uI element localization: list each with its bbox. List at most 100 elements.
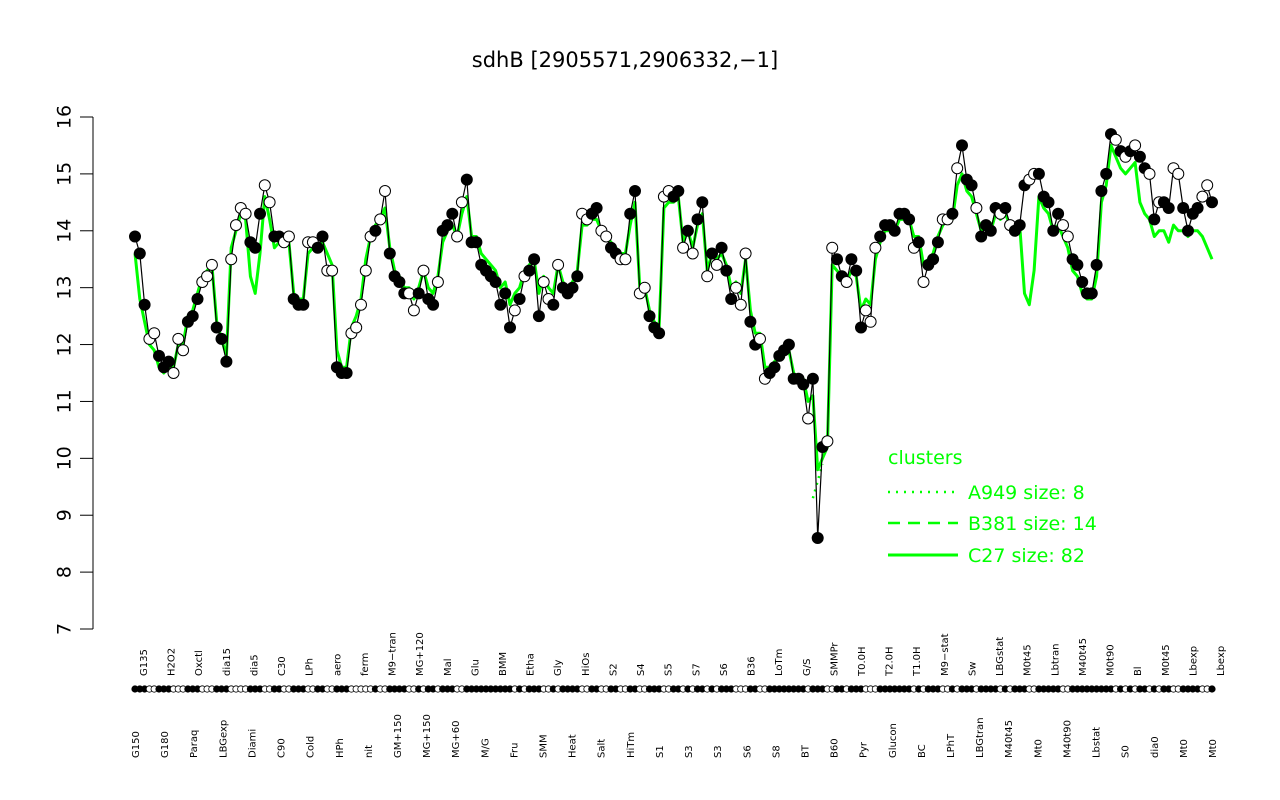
data-point	[845, 253, 858, 266]
data-point	[797, 378, 810, 391]
data-point	[754, 332, 766, 345]
x-tick-label: Salt	[597, 739, 608, 758]
x-tick-label: LPhT	[946, 733, 957, 758]
data-point	[177, 344, 190, 357]
x-tick-label: Glu	[470, 659, 481, 676]
data-point	[532, 310, 545, 323]
y-tick-label: 13	[54, 276, 76, 300]
data-point	[340, 367, 353, 379]
data-point	[831, 253, 843, 266]
y-tick-label: 10	[54, 446, 76, 470]
data-point	[1047, 224, 1060, 237]
data-point	[1109, 133, 1122, 146]
x-tick-label: dia15	[222, 648, 233, 676]
data-point	[393, 276, 406, 288]
data-point	[638, 281, 651, 294]
data-point	[201, 270, 214, 283]
data-point	[840, 276, 853, 288]
x-axis: G135 H2O2 Oxctl dia15 dia5 C30 LPh aero ferm M9−t…	[131, 632, 1227, 758]
data-point	[874, 230, 887, 243]
data-point	[427, 298, 440, 311]
x-tick-label: Heat	[568, 734, 579, 758]
x-tick-label: S8	[771, 745, 782, 758]
x-tick-label: S1	[655, 745, 666, 758]
x-tick-label: G150	[131, 731, 142, 758]
x-tick-label: S4	[636, 663, 647, 676]
x-tick-label: Oxctl	[194, 650, 205, 676]
data-point	[888, 224, 901, 237]
data-point	[1201, 179, 1214, 192]
x-tick-label: Bl	[1133, 666, 1144, 676]
data-point	[1095, 185, 1108, 197]
x-tick-label: MG+150	[422, 714, 433, 758]
data-point	[806, 372, 819, 385]
x-tick-label: Pyr	[859, 741, 870, 758]
x-tick-label: M0t45	[1023, 644, 1034, 676]
data-point	[720, 264, 733, 277]
data-point	[225, 253, 238, 266]
x-tick-label: BMM	[498, 652, 509, 676]
x-tick-label: Etha	[526, 653, 537, 676]
data-point	[1191, 202, 1204, 214]
x-tick-label: Gly	[553, 659, 564, 676]
data-point	[239, 207, 252, 220]
data-point	[710, 258, 723, 271]
x-tick-label: M40t45	[1004, 720, 1015, 758]
x-tick-label: Paraq	[189, 730, 200, 758]
x-tick-label: M9−tran	[388, 632, 399, 676]
data-point	[821, 435, 834, 448]
x-tick-label: S7	[691, 663, 702, 676]
x-tick-label: LPh	[305, 658, 316, 676]
x-tick-label: C30	[277, 656, 288, 676]
x-tick-label: Lbtran	[1050, 644, 1061, 676]
x-tick-label: Lbexp	[1188, 646, 1199, 676]
data-point	[297, 298, 310, 311]
x-tick-label: LBGtran	[975, 717, 986, 758]
data-point	[504, 321, 516, 334]
data-point	[1052, 207, 1065, 220]
data-point	[624, 207, 637, 220]
x-tick-label: BT	[801, 744, 812, 758]
data-point	[379, 185, 391, 197]
data-point	[951, 162, 964, 175]
data-point	[701, 270, 714, 283]
data-point	[369, 224, 382, 237]
data-point	[407, 304, 420, 317]
data-point	[547, 298, 560, 311]
x-tick-label: S3	[713, 745, 724, 758]
data-point	[590, 202, 603, 214]
x-tick-label: Glucon	[888, 723, 899, 758]
data-point	[148, 327, 161, 340]
data-point	[1182, 224, 1194, 237]
data-point	[744, 315, 757, 328]
data-point	[1057, 219, 1069, 232]
x-tick-label: dia0	[1150, 736, 1161, 758]
x-tick-label: Mal	[443, 658, 454, 676]
x-tick-label: T2.0H	[885, 646, 896, 677]
data-point	[249, 241, 262, 254]
data-point	[600, 230, 613, 243]
data-point	[326, 264, 339, 277]
x-tick-label: B36	[747, 656, 758, 676]
data-point	[1206, 196, 1218, 209]
data-point	[1013, 219, 1026, 232]
x-tick-label: S6	[742, 745, 753, 758]
data-point	[686, 247, 699, 260]
data-point	[129, 230, 141, 243]
data-point	[316, 230, 329, 243]
data-point	[855, 321, 867, 334]
x-tick-label: nit	[364, 745, 375, 758]
y-tick-label: 14	[54, 219, 76, 243]
data-points	[129, 128, 1218, 544]
data-point	[1032, 167, 1045, 180]
data-point	[470, 236, 483, 249]
data-point	[133, 247, 146, 260]
data-point	[946, 207, 959, 220]
data-point	[282, 230, 295, 243]
data-point	[1172, 167, 1185, 180]
data-point	[725, 293, 738, 305]
data-point	[359, 264, 372, 277]
x-tick-label: T1.0H	[912, 646, 923, 677]
data-point	[956, 139, 968, 152]
data-point	[811, 532, 824, 544]
